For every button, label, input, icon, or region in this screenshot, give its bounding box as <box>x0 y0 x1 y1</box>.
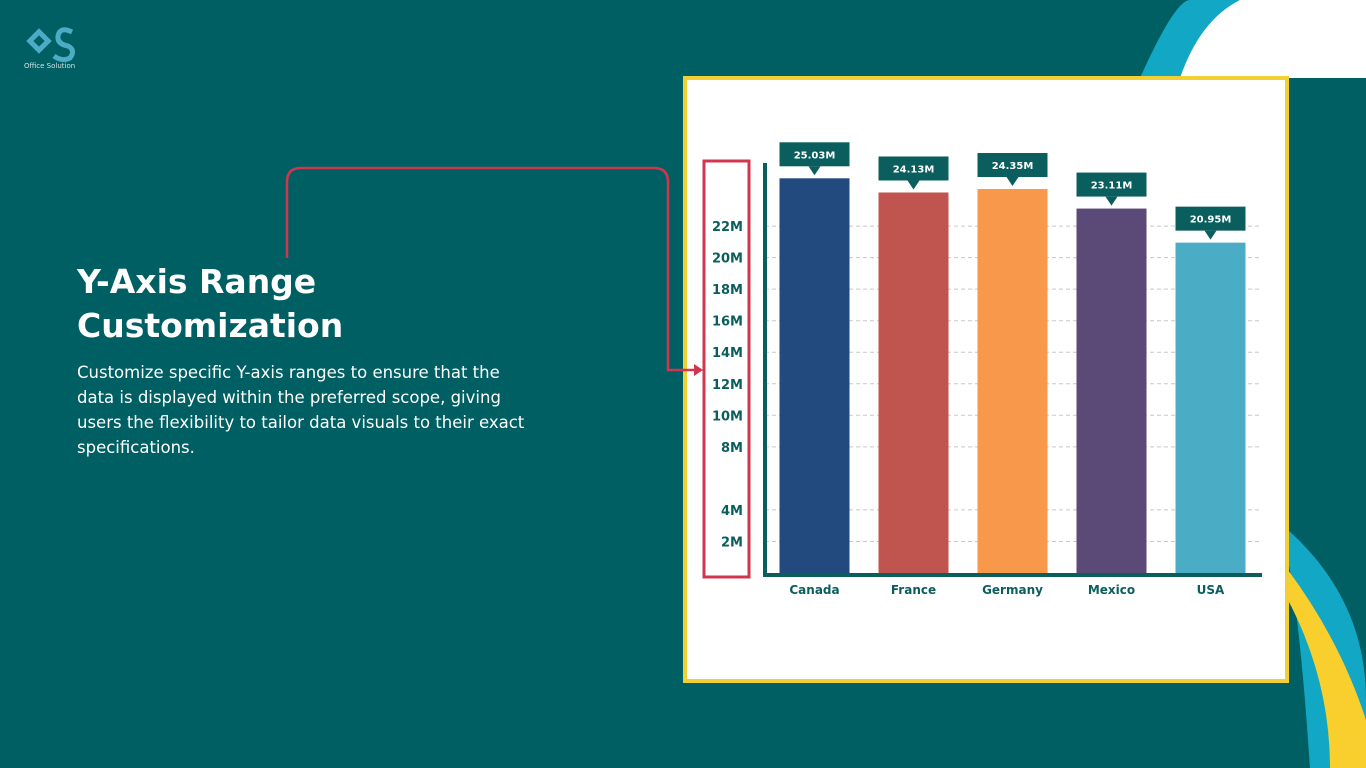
logo <box>26 27 76 63</box>
bar <box>1076 208 1147 574</box>
y-tick-label: 12M <box>712 378 743 393</box>
axis-highlight <box>702 159 751 579</box>
y-tick-label: 20M <box>712 252 743 267</box>
callout-pointer <box>1105 196 1118 206</box>
deco-yellow <box>1288 570 1366 768</box>
logo-shape <box>52 27 76 63</box>
arrow-head <box>694 364 703 376</box>
x-tick-label: Canada <box>789 583 839 597</box>
bar <box>1175 242 1246 573</box>
chart: 2M 4M 8M 10M 12M 14M 16M 18M 20M 22M Canada 25.03M F… <box>712 142 1262 597</box>
callout <box>779 142 850 167</box>
y-tick-label: 10M <box>712 409 743 424</box>
connector <box>285 166 700 372</box>
callout <box>1076 172 1147 197</box>
callout-pointer <box>1006 177 1019 187</box>
callout-pointer <box>1204 230 1217 240</box>
y-tick-label: 8M <box>721 441 743 456</box>
y-tick-label: 4M <box>721 504 743 519</box>
y-tick-label: 16M <box>712 315 743 330</box>
x-tick-label: Germany <box>982 583 1043 597</box>
x-tick-label: France <box>891 583 936 597</box>
y-tick-label: 2M <box>721 535 743 550</box>
y-tick-label: 22M <box>712 220 743 235</box>
description: Customize specific Y-axis ranges to ensu… <box>77 363 525 457</box>
deco-white <box>1180 0 1366 78</box>
callout-pointer <box>808 166 821 176</box>
callout <box>1175 206 1246 231</box>
bar <box>977 189 1048 573</box>
value-label: 24.35M <box>992 161 1034 172</box>
logo-shape <box>33 35 45 47</box>
bar <box>878 192 949 573</box>
value-label: 25.03M <box>794 150 836 161</box>
x-tick-label: Mexico <box>1088 583 1135 597</box>
callout <box>977 153 1048 178</box>
brand: Office Solution <box>24 62 76 70</box>
x-tick-label: USA <box>1197 583 1225 597</box>
bar <box>779 178 850 574</box>
y-tick-label: 18M <box>712 283 743 298</box>
callout-pointer <box>907 180 920 190</box>
value-label: 23.11M <box>1091 181 1133 192</box>
callout <box>878 156 949 181</box>
value-label: 24.13M <box>893 164 935 175</box>
value-label: 20.95M <box>1190 215 1232 226</box>
heading: Y-Axis Range Customization <box>77 262 344 345</box>
y-tick-label: 14M <box>712 346 743 361</box>
